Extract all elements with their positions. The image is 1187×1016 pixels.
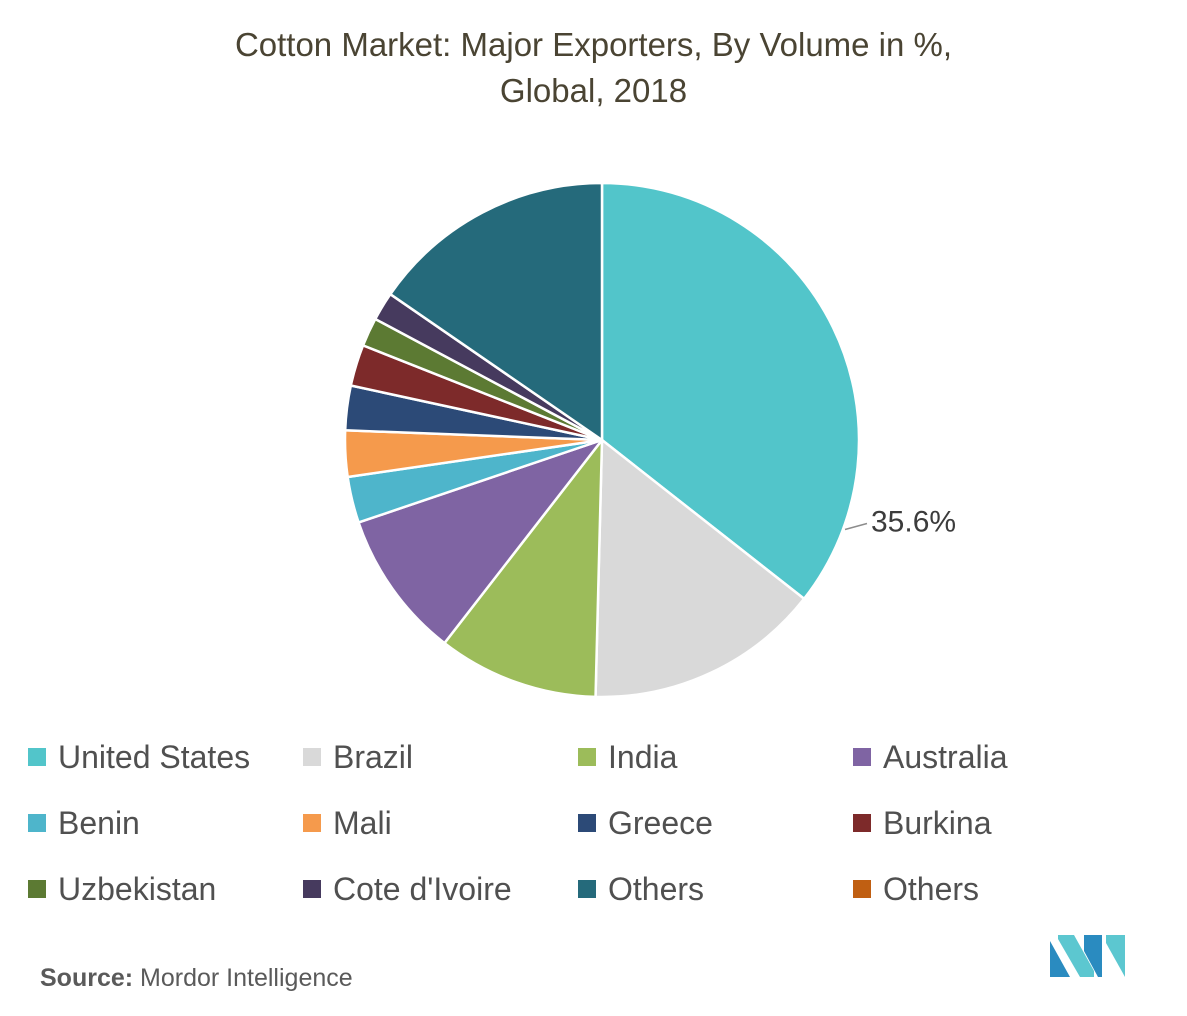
- legend-swatch: [578, 748, 596, 766]
- pie-slices: [343, 181, 861, 699]
- legend-swatch: [28, 814, 46, 832]
- legend-swatch: [578, 814, 596, 832]
- legend-swatch: [28, 748, 46, 766]
- legend-item-india: India: [578, 732, 853, 782]
- legend-label: Others: [883, 870, 980, 907]
- legend-item-burkina: Burkina: [853, 798, 1128, 848]
- source-value: Mordor Intelligence: [140, 964, 353, 992]
- legend-label: Benin: [58, 804, 140, 841]
- pie-slice-brazil: [594, 438, 806, 699]
- legend-swatch: [853, 748, 871, 766]
- legend-item-others: Others: [578, 864, 853, 914]
- legend-swatch: [28, 880, 46, 898]
- legend-swatch: [303, 814, 321, 832]
- legend-label: Cote d'Ivoire: [333, 870, 512, 907]
- legend-label: United States: [58, 738, 251, 775]
- pie-slice-united-states: [600, 181, 861, 601]
- legend-item-greece: Greece: [578, 798, 853, 848]
- chart-title: Cotton Market: Major Exporters, By Volum…: [0, 22, 1187, 114]
- legend-swatch: [303, 748, 321, 766]
- mordor-intelligence-logo-icon: [1050, 935, 1125, 977]
- source-label: Source:: [40, 964, 134, 992]
- legend-swatch: [578, 880, 596, 898]
- source-note: Source: Mordor Intelligence: [40, 964, 353, 993]
- legend-item-united-states: United States: [28, 732, 303, 782]
- legend-swatch: [853, 814, 871, 832]
- legend-item-mali: Mali: [303, 798, 578, 848]
- chart-title-line2: Global, 2018: [499, 72, 688, 109]
- data-label-leader-line: [844, 522, 868, 531]
- legend-label: Uzbekistan: [58, 870, 217, 907]
- legend-label: Burkina: [883, 804, 992, 841]
- legend-label: Mali: [333, 804, 392, 841]
- legend-item-uzbekistan: Uzbekistan: [28, 864, 303, 914]
- pie-slice-others: [389, 181, 604, 442]
- legend-item-cote-d-ivoire: Cote d'Ivoire: [303, 864, 578, 914]
- legend-item-benin: Benin: [28, 798, 303, 848]
- legend-label: Greece: [608, 804, 713, 841]
- legend-label: Australia: [883, 738, 1008, 775]
- pie-data-labels: 35.6%: [844, 506, 956, 539]
- legend-swatch: [853, 880, 871, 898]
- pie-slice-india: [443, 438, 604, 699]
- legend-label: India: [608, 738, 678, 775]
- legend-label: Brazil: [333, 738, 414, 775]
- legend-item-others-2: Others: [853, 864, 1128, 914]
- legend-swatch: [303, 880, 321, 898]
- chart-legend: United States Brazil India Australia Benin Ma…: [28, 732, 1158, 914]
- legend-label: Others: [608, 870, 705, 907]
- legend-item-brazil: Brazil: [303, 732, 578, 782]
- chart-title-line1: Cotton Market: Major Exporters, By Volum…: [234, 26, 953, 63]
- pie-slice-australia: [357, 438, 604, 645]
- data-label-united-states: 35.6%: [871, 506, 956, 539]
- legend-item-australia: Australia: [853, 732, 1128, 782]
